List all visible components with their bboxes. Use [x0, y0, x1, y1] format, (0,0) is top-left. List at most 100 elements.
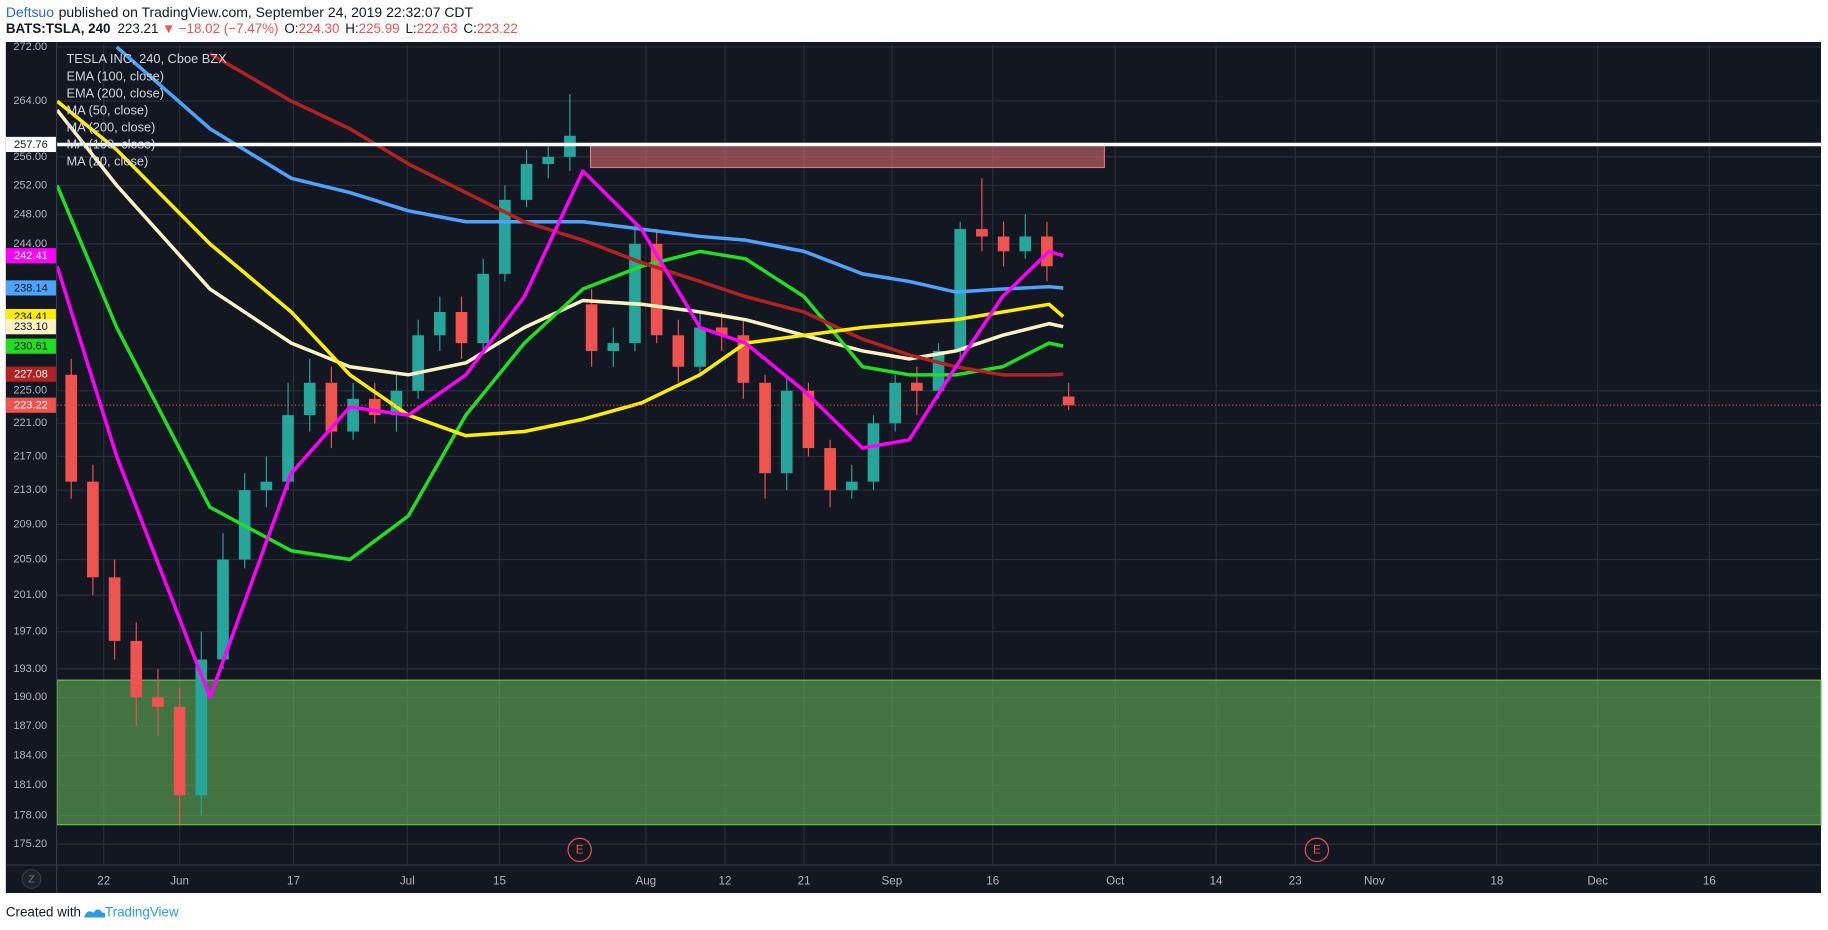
ohlc-value: 222.63: [417, 21, 458, 36]
price-badge-label: 257.76: [14, 139, 48, 151]
candle-body: [867, 423, 880, 482]
brand-icon: [83, 909, 106, 918]
indicator-line: [55, 108, 1064, 377]
price-badge: [5, 397, 56, 413]
legend-entry: MA (100, close): [66, 136, 155, 151]
candle-body: [65, 374, 78, 482]
y-tick-label: 248.00: [13, 208, 47, 220]
candle-body: [845, 481, 858, 491]
candle-body: [390, 390, 403, 416]
candle-body: [737, 335, 750, 383]
legend-title: TESLA INC, 240, Cboe BZX: [66, 51, 227, 66]
indicator-line: [56, 99, 1065, 438]
y-tick-label: 225.00: [13, 385, 47, 397]
candle-body: [303, 382, 316, 416]
candle-body: [694, 327, 706, 367]
price-badge-label: 238.14: [14, 282, 48, 294]
candle-body: [889, 382, 901, 424]
earnings-marker: [567, 837, 592, 863]
price-badge: [5, 136, 56, 153]
x-tick-label: Nov: [1364, 874, 1385, 887]
candle-body: [325, 382, 338, 432]
price-badge-label: 242.41: [14, 250, 48, 262]
x-tick-label: Jun: [170, 874, 189, 887]
y-tick-label: 264.00: [13, 95, 47, 107]
legend-entry: EMA (200, close): [66, 85, 164, 100]
author[interactable]: Deftsuo: [6, 4, 54, 20]
y-tick-label: 193.00: [13, 663, 47, 675]
legend-entry: MA (20, close): [66, 153, 148, 168]
candle-body: [542, 156, 555, 164]
indicator-line: [55, 184, 1064, 562]
price-badge-label: 227.08: [14, 369, 48, 381]
candle-body: [976, 229, 988, 237]
y-tick-label: 256.00: [13, 151, 47, 163]
candle-body: [997, 236, 1010, 252]
candle-body: [499, 199, 511, 274]
candle-body: [282, 415, 294, 482]
candle-body: [650, 243, 663, 336]
candle-body: [564, 135, 576, 157]
price-badge-label: 223.22: [14, 400, 48, 412]
y-tick-label: 175.20: [13, 838, 47, 850]
candle-body: [824, 448, 836, 491]
x-tick-label: 16: [1703, 874, 1716, 887]
y-tick-label: 190.00: [13, 691, 47, 703]
ohlc-value: 224.30: [298, 21, 339, 36]
candle-body: [152, 697, 164, 707]
x-tick-label: 14: [1210, 874, 1223, 887]
legend-entry: MA (200, close): [66, 119, 155, 134]
publish-line: Deftsuo published on TradingView.com, Sep…: [6, 4, 474, 20]
y-tick-label: 197.00: [13, 626, 47, 638]
ohlc-key: H:: [345, 21, 358, 36]
footer-text: Created with: [6, 904, 81, 919]
y-tick-label: 252.00: [13, 179, 47, 191]
change: −18.02 (−7.47%): [179, 21, 279, 36]
zoom-button[interactable]: [21, 869, 42, 889]
x-tick-label: 12: [718, 874, 731, 887]
symbol: BATS:TSLA, 240: [6, 21, 111, 36]
down-arrow: ▼: [162, 21, 175, 36]
candle-body: [412, 335, 424, 391]
zone: [589, 142, 1105, 169]
x-tick-label: Aug: [635, 874, 656, 887]
indicator-line: [55, 169, 1064, 700]
legend: TESLA INC, 240, Cboe BZX EMA (100, close…: [66, 51, 227, 169]
candle-body: [477, 273, 490, 344]
candle-body: [347, 398, 359, 432]
ohlc-value: 225.99: [359, 21, 400, 36]
candle-body: [217, 559, 229, 660]
earnings-label: E: [1313, 844, 1321, 857]
candle-body: [455, 311, 468, 344]
candle-body: [260, 481, 273, 491]
price-labels: 257.76242.41238.14234.41233.10230.61227.…: [5, 136, 1822, 413]
candle-body: [802, 390, 815, 449]
x-tick-label: Sep: [882, 874, 903, 887]
candles: [65, 94, 1075, 826]
candle-body: [607, 343, 620, 351]
x-tick-label: Oct: [1106, 874, 1125, 887]
candle-body: [759, 382, 771, 474]
price-badge: [5, 319, 56, 335]
price-badge-label: 233.10: [14, 321, 48, 333]
x-tick-label: 15: [493, 874, 506, 887]
y-tick-label: 213.00: [13, 484, 47, 496]
indicator-line: [115, 45, 1064, 294]
y-tick-label: 244.00: [13, 238, 47, 250]
price-badge: [5, 366, 56, 382]
y-tick-label: 221.00: [13, 417, 47, 429]
x-tick-label: 21: [798, 874, 811, 887]
earnings-marker: [1304, 837, 1330, 863]
x-tick-label: Dec: [1587, 874, 1608, 887]
price-badge-label: 230.61: [14, 341, 48, 353]
candle-body: [130, 640, 143, 698]
footer-brand[interactable]: TradingView: [105, 904, 179, 919]
zoom-label[interactable]: Z: [28, 874, 35, 885]
candle-body: [585, 304, 598, 351]
x-tick-label: Jul: [400, 874, 415, 887]
legend-entry: EMA (100, close): [66, 68, 164, 83]
price-badge: [5, 248, 56, 264]
x-tick-label: 23: [1289, 874, 1302, 887]
candle-body: [629, 243, 641, 344]
